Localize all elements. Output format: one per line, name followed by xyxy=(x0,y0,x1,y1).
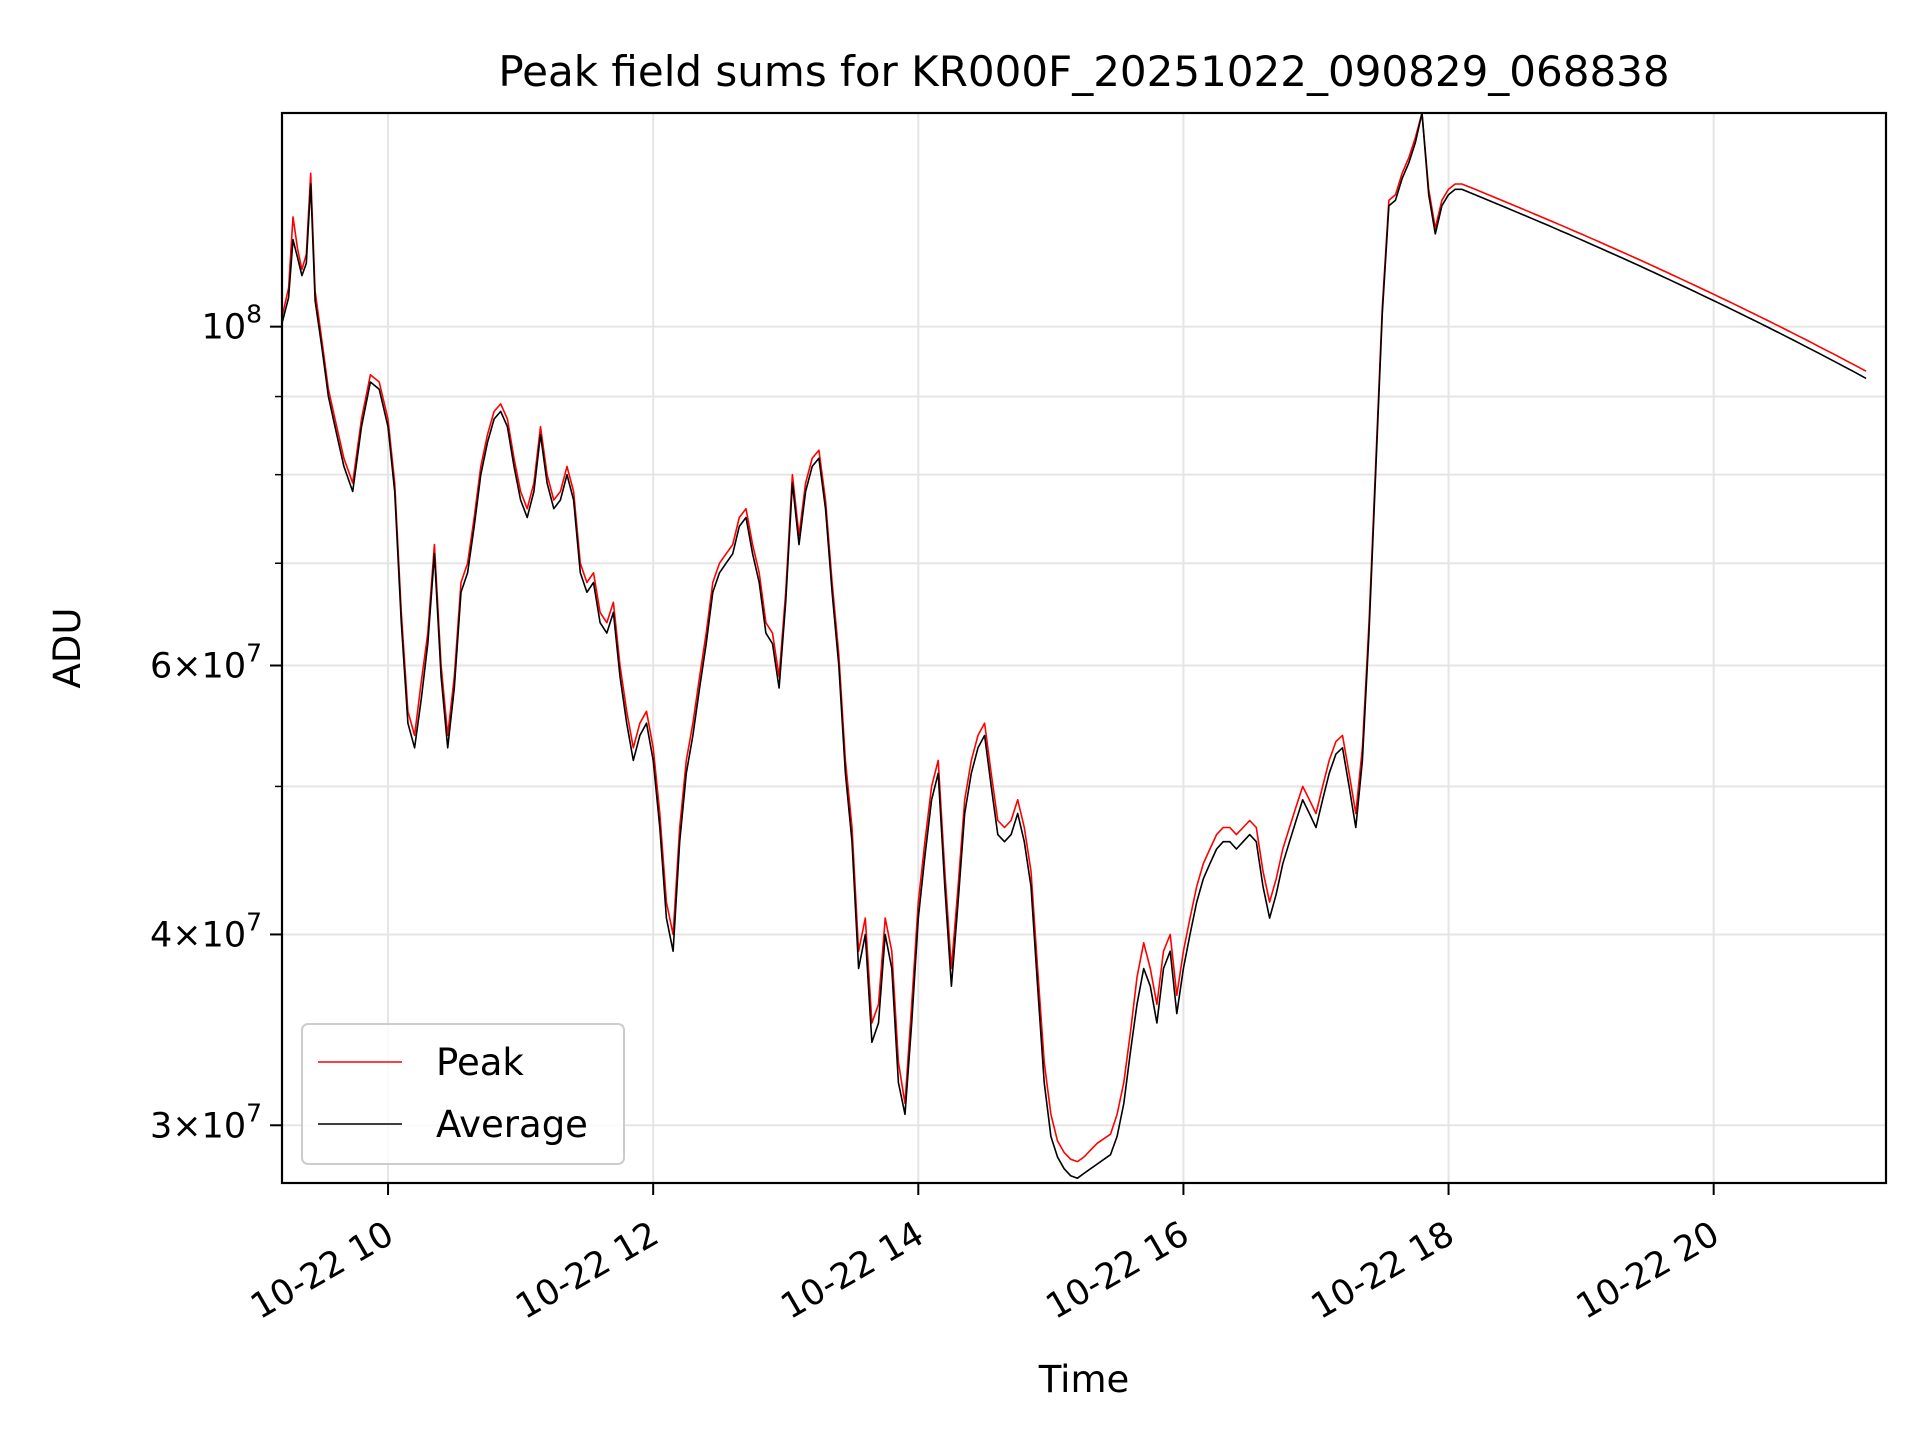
legend-label-peak: Peak xyxy=(436,1041,524,1084)
chart-title: Peak field sums for KR000F_20251022_0908… xyxy=(498,47,1669,96)
y-tick-label: 4×107 xyxy=(150,907,262,955)
legend-label-average: Average xyxy=(436,1103,588,1146)
legend: Peak Average xyxy=(301,1023,625,1165)
plot-area-frame xyxy=(280,111,1888,1185)
y-axis-label: ADU xyxy=(46,608,89,689)
average-series-line xyxy=(282,113,1867,1179)
y-tick-label: 6×107 xyxy=(150,638,262,686)
y-tick-label: 3×107 xyxy=(150,1098,262,1146)
y-tick-label: 108 xyxy=(202,300,262,348)
legend-box xyxy=(301,1023,625,1165)
grid-lines xyxy=(282,113,1886,1183)
peak-series-line xyxy=(282,113,1867,1163)
series-lines xyxy=(282,113,1867,1179)
x-axis-label: Time xyxy=(1038,1358,1130,1401)
